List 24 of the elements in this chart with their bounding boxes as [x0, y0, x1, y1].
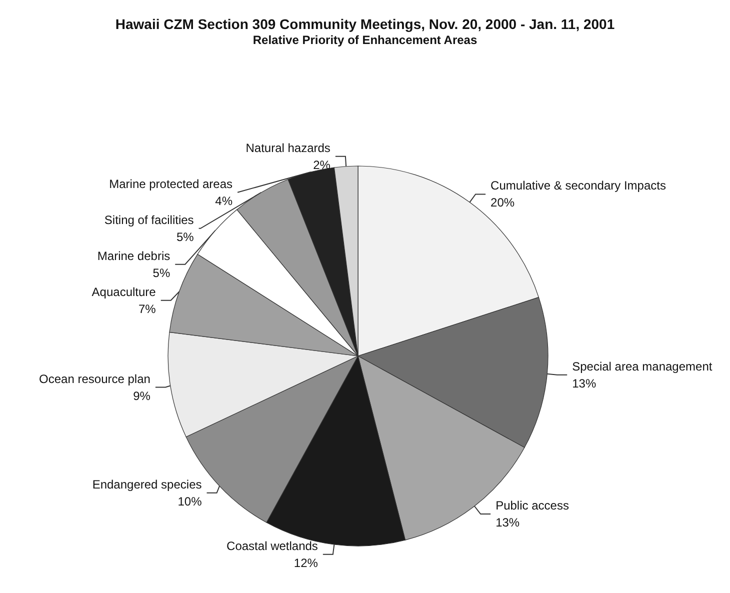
data-label: 5%	[152, 266, 170, 280]
data-label: 2%	[313, 158, 331, 172]
data-label: 10%	[178, 494, 202, 508]
chart-title: Hawaii CZM Section 309 Community Meetings, Nov. 20, 2000 - Jan. 11, 2001	[115, 16, 615, 32]
data-label: 7%	[138, 302, 156, 316]
slice-label: Marine debris	[97, 248, 170, 263]
slice-label: Coastal wetlands	[226, 538, 318, 553]
data-label: 13%	[572, 376, 596, 390]
slice-label: Siting of facilities	[104, 212, 194, 227]
data-label: 12%	[294, 556, 318, 570]
data-label: 9%	[133, 388, 151, 403]
slice-label: Cumulative & secondary Impacts	[490, 178, 666, 193]
data-label: 4%	[215, 194, 233, 208]
slice-label: Natural hazards	[246, 140, 330, 155]
data-label: 20%	[490, 196, 515, 210]
slice-label: Special area management	[572, 359, 713, 374]
chart-subtitle: Relative Priority of Enhancement Areas	[252, 33, 478, 47]
data-label: 13%	[496, 516, 520, 530]
slice-label: Public access	[496, 498, 569, 513]
data-label: 5%	[176, 230, 194, 244]
slice-label: Ocean resource plan	[39, 372, 150, 386]
slice-label: Aquaculture	[92, 284, 156, 299]
slice-label: Endangered species	[92, 477, 202, 492]
slice-label: Marine protected areas	[109, 176, 233, 191]
